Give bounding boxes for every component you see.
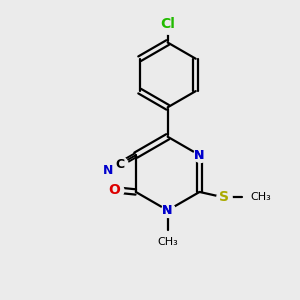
Text: S: S — [219, 190, 229, 204]
Text: N: N — [194, 149, 205, 162]
Text: N: N — [103, 164, 114, 177]
Text: Cl: Cl — [160, 17, 175, 31]
Text: N: N — [162, 204, 172, 217]
Text: CH₃: CH₃ — [157, 237, 178, 247]
Text: CH₃: CH₃ — [250, 192, 271, 202]
Text: C: C — [116, 158, 124, 171]
Text: N: N — [162, 204, 172, 217]
Text: O: O — [109, 183, 121, 196]
Text: N: N — [194, 149, 205, 162]
